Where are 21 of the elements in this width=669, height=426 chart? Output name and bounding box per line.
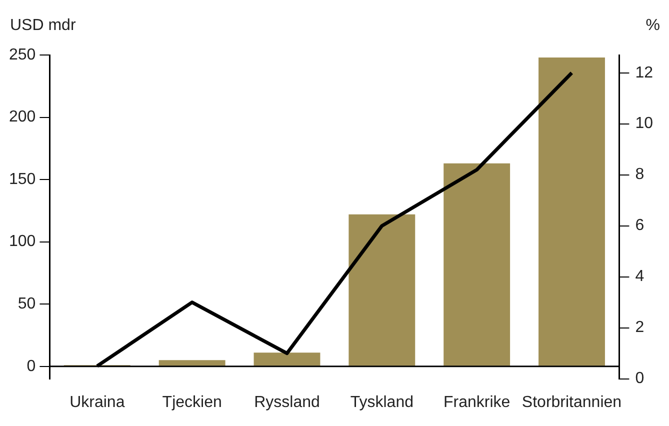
y-tick-label: 250 — [8, 46, 36, 64]
y2-tick-label: 12 — [635, 64, 654, 82]
y-tick-label: 0 — [26, 358, 36, 375]
x-tick-label: Ukraina — [70, 394, 125, 411]
y2-tick-label: 8 — [635, 166, 644, 184]
y-tick-label: 50 — [18, 295, 36, 312]
y-axis-title: USD mdr — [10, 17, 76, 34]
y-tick-label: 150 — [8, 170, 36, 188]
y2-tick-label: 0 — [635, 370, 644, 388]
x-tick-label: Ryssland — [254, 394, 320, 411]
y2-tick-label: 6 — [635, 217, 644, 234]
y2-axis-title: % — [646, 17, 660, 34]
y2-tick-label: 10 — [635, 115, 654, 132]
x-tick-label: Frankrike — [443, 394, 510, 411]
y-tick-label: 200 — [8, 108, 36, 126]
y2-tick-label: 2 — [635, 319, 644, 336]
y2-tick-label: 4 — [635, 268, 644, 286]
y-tick-label: 100 — [8, 233, 36, 250]
x-tick-label: Storbritannien — [522, 394, 622, 411]
x-tick-label: Tyskland — [350, 394, 414, 411]
x-tick-label: Tjeckien — [162, 394, 222, 411]
